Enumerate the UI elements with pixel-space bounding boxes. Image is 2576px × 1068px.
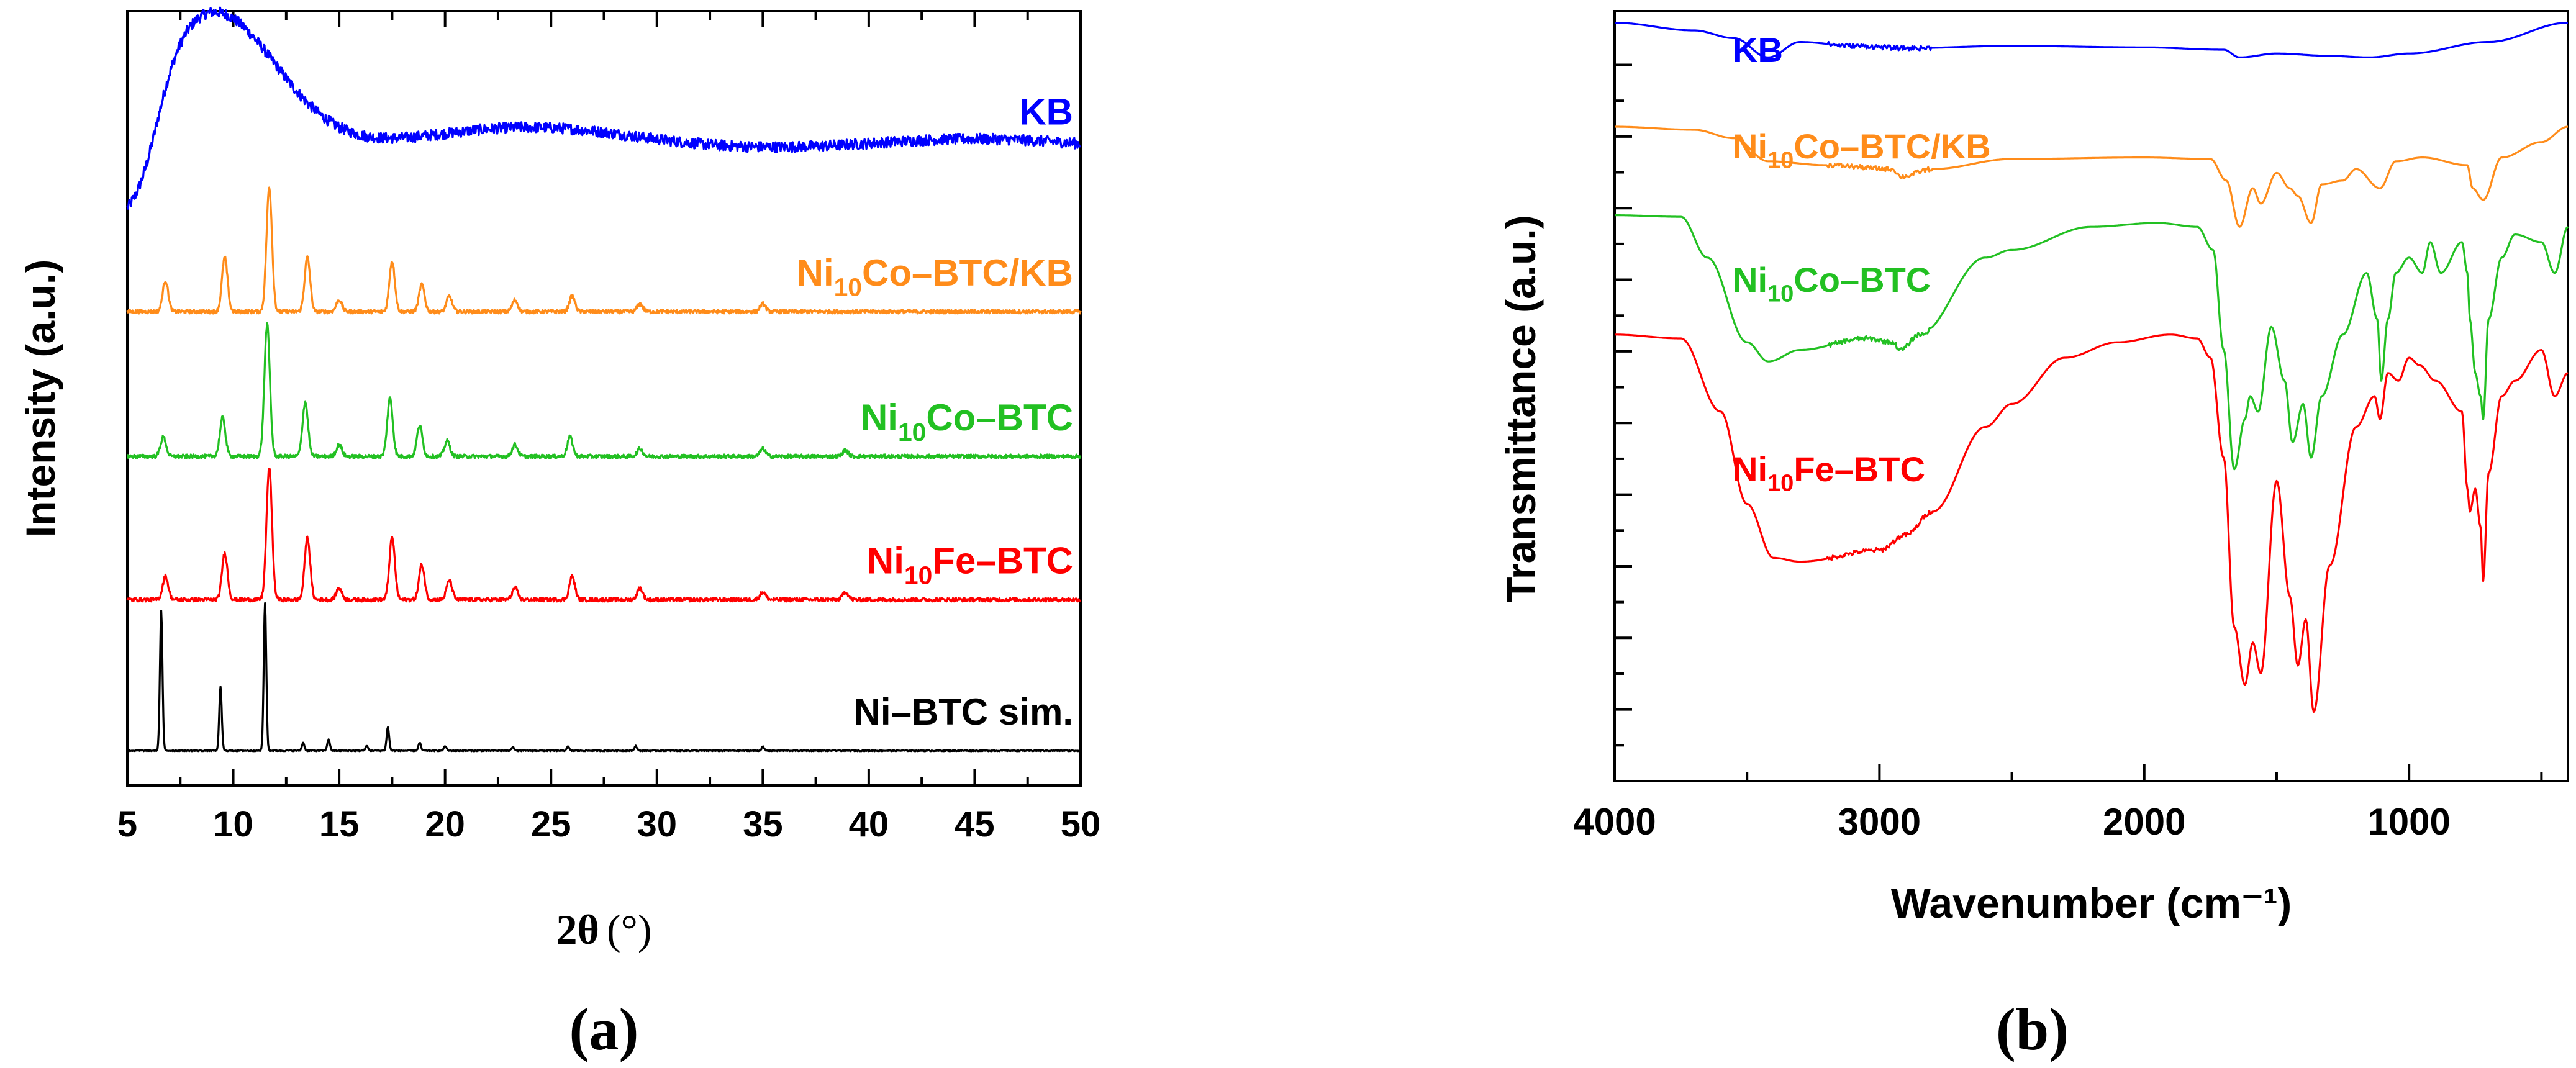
series-line-ni10fe-btc [1615, 333, 2569, 713]
x-tick-label: 2000 [2103, 801, 2185, 843]
panel-a-xrd-chart: 5 10 15 20 25 30 35 40 45 50 2θ (°) Intensity (a.u.)… [17, 6, 1101, 1062]
panel-label-b: (b) [1996, 996, 2069, 1062]
x-tick-label: 3000 [1838, 801, 1921, 843]
series-line-kb [126, 6, 1082, 210]
label-part: Ni [867, 540, 904, 582]
series-label-ni10co-btc: Ni10Co–BTC [861, 397, 1073, 446]
series-label-ni-btc-sim: Ni–BTC sim. [854, 691, 1073, 733]
series-label-ni10fe-btc: Ni10Fe–BTC [867, 540, 1073, 590]
x-tick-label: 35 [743, 804, 783, 844]
series-label-ni10fe-btc: Ni10Fe–BTC [1733, 450, 1925, 497]
x-tick-label: 1000 [2367, 801, 2450, 843]
panel-label-a: (a) [569, 996, 639, 1062]
x-tick-label: 10 [213, 804, 253, 844]
label-part: Co–BTC [926, 397, 1073, 438]
series-label-ni10co-btc-kb: Ni10Co–BTC/KB [797, 252, 1073, 302]
x-tick-label: 5 [117, 804, 137, 844]
label-part: Fe–BTC [932, 540, 1073, 582]
label-subscript: 10 [1767, 148, 1794, 174]
y-axis-title: Intensity (a.u.) [17, 260, 63, 537]
series-line-ni10co-btc [126, 322, 1082, 459]
label-subscript: 10 [834, 273, 862, 302]
x-tick-label: 25 [531, 804, 571, 844]
y-axis-title: Transmittance (a.u.) [1498, 215, 1544, 602]
x-axis-title: Wavenumber (cm⁻¹) [1891, 880, 2292, 927]
label-part: Co–BTC/KB [1794, 127, 1990, 166]
label-part: Co–BTC/KB [862, 252, 1073, 294]
x-tick-label: 4000 [1573, 801, 1656, 843]
label-subscript: 10 [1767, 471, 1794, 497]
x-tick-label: 15 [319, 804, 360, 844]
x-axis-title: 2θ (°) [556, 906, 652, 953]
series-line-ni10fe-btc [126, 468, 1082, 603]
label-subscript: 10 [1767, 281, 1794, 307]
label-part: Ni [1733, 450, 1767, 489]
series-label-kb: KB [1733, 30, 1783, 70]
label-part: Ni [861, 397, 898, 438]
label-subscript: 10 [898, 418, 926, 446]
x-tick-label: 45 [955, 804, 995, 844]
plot-frame [1613, 10, 2569, 782]
label-part: Ni [1733, 260, 1767, 299]
label-part: Fe–BTC [1794, 450, 1925, 489]
panel-b-ftir-chart: 4000 3000 2000 1000 Wavenumber (cm⁻¹) Transmi… [1498, 10, 2569, 1062]
series-line-ni10co-btc [1615, 214, 2569, 471]
x-tick-label: 50 [1061, 804, 1101, 844]
x-axis-unit: (°) [607, 906, 651, 953]
series-line-ni-btc-sim [127, 602, 1081, 753]
series-label-ni10co-btc: Ni10Co–BTC [1733, 260, 1931, 307]
label-part: Ni [1733, 127, 1767, 166]
series-line-ni10co-btc-kb [1615, 125, 2569, 228]
series-label-ni10co-btc-kb: Ni10Co–BTC/KB [1733, 127, 1991, 174]
x-tick-label: 40 [849, 804, 889, 844]
x-axis-symbol: 2θ [556, 906, 600, 953]
label-part: Co–BTC [1794, 260, 1931, 299]
label-subscript: 10 [904, 561, 932, 590]
series-line-ni10co-btc-kb [126, 186, 1082, 315]
x-tick-label: 30 [637, 804, 678, 844]
x-tick-label: 20 [425, 804, 465, 844]
series-line-kb [1615, 21, 2568, 59]
series-label-kb: KB [1019, 91, 1073, 132]
label-part: Ni [797, 252, 834, 294]
